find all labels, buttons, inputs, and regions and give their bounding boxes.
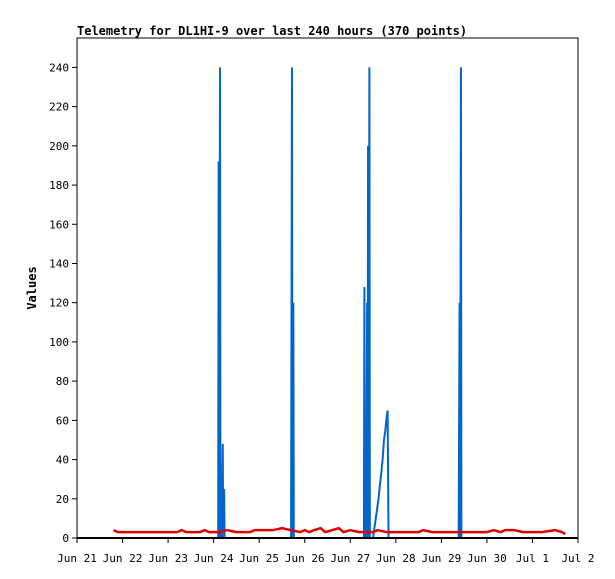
x-tick-label: Jun 22 [103, 552, 143, 565]
y-tick-label: 220 [49, 101, 69, 114]
y-tick-label: 240 [49, 61, 69, 74]
y-tick-label: 200 [49, 140, 69, 153]
y-tick-label: 100 [49, 336, 69, 349]
x-tick-label: Jun 28 [376, 552, 416, 565]
chart-title: Telemetry for DL1HI-9 over last 240 hour… [77, 24, 467, 38]
x-tick-label: Jun 26 [285, 552, 325, 565]
x-tick-label: Jun 30 [467, 552, 507, 565]
x-tick-label: Jun 24 [194, 552, 234, 565]
y-tick-label: 20 [56, 493, 69, 506]
x-tick-label: Jun 29 [421, 552, 461, 565]
series-1-line [112, 526, 566, 536]
x-tick-label: Jul 1 [516, 552, 549, 565]
y-tick-label: 80 [56, 375, 69, 388]
y-tick-label: 0 [62, 532, 69, 545]
y-tick-label: 160 [49, 218, 69, 231]
x-tick-label: Jul 2 [561, 552, 594, 565]
y-tick-label: 140 [49, 257, 69, 270]
y-tick-label: 120 [49, 297, 69, 310]
x-tick-label: Jun 23 [148, 552, 188, 565]
y-axis-label: Values [25, 266, 39, 309]
x-tick-label: Jun 21 [57, 552, 97, 565]
y-tick-label: 40 [56, 454, 69, 467]
y-tick-label: 180 [49, 179, 69, 192]
plot-area [76, 37, 579, 539]
axes: 0 20 40 60 80 100 120 140 160 180 200 220 240 Jun 21 J… [49, 61, 594, 565]
x-tick-label: Jun 25 [239, 552, 279, 565]
y-tick-label: 60 [56, 414, 69, 427]
x-tick-label: Jun 27 [330, 552, 370, 565]
